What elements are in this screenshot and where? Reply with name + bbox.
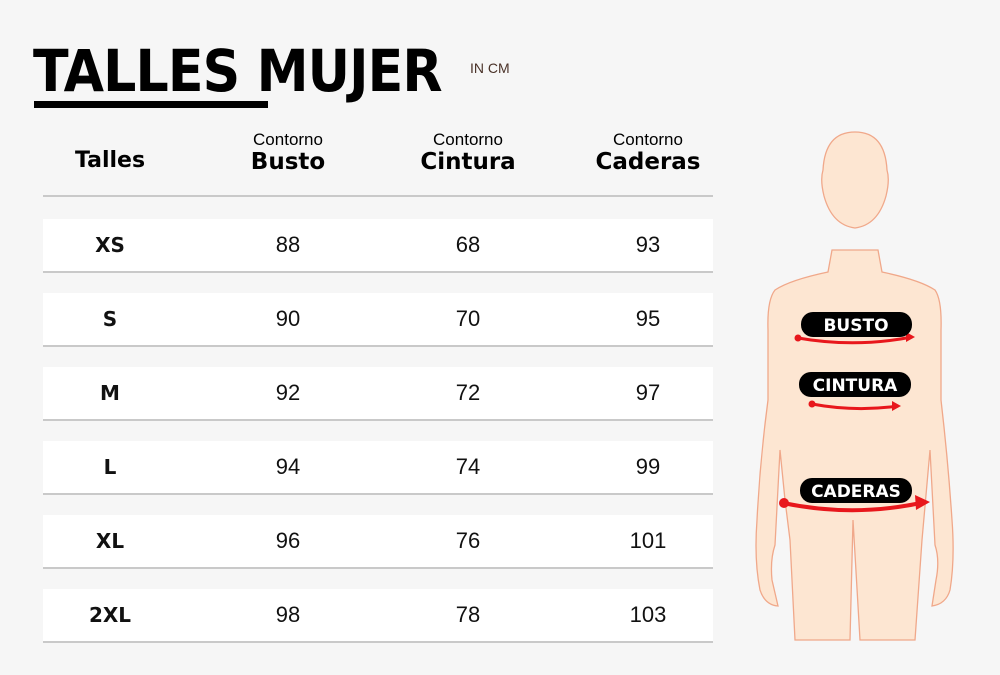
- unit-label: IN CM: [470, 60, 510, 76]
- cell-waist: 78: [455, 602, 481, 627]
- table-row: M 92 72 97: [43, 367, 713, 421]
- header-hips-small: Contorno: [613, 130, 683, 149]
- waist-label-bg: [799, 372, 911, 397]
- cell-bust: 98: [275, 602, 301, 627]
- header-bust-small: Contorno: [253, 130, 323, 149]
- header-bust: Contorno Busto: [198, 130, 378, 176]
- header-bust-big: Busto: [250, 149, 326, 175]
- header-hips: Contorno Caderas: [558, 130, 738, 176]
- cell-size: L: [103, 455, 117, 479]
- hips-arrow-start: [779, 498, 789, 508]
- cell-hips: 103: [629, 602, 667, 627]
- header-waist-small: Contorno: [433, 130, 503, 149]
- header-divider: [43, 195, 713, 197]
- cell-hips: 99: [635, 454, 661, 479]
- cell-waist: 76: [455, 528, 481, 553]
- cell-bust: 92: [275, 380, 301, 405]
- hips-label-bg: [800, 478, 912, 503]
- cell-bust: 96: [275, 528, 301, 553]
- header-waist: Contorno Cintura: [378, 130, 558, 176]
- cell-size: M: [100, 381, 120, 405]
- cell-size: XL: [95, 529, 125, 553]
- cell-hips: 101: [629, 528, 667, 553]
- hips-label: CADERAS: [811, 482, 901, 502]
- hips-arrow-head: [915, 495, 930, 510]
- title-underline: [34, 101, 268, 108]
- cell-waist: 74: [455, 454, 481, 479]
- table-row: L 94 74 99: [43, 441, 713, 495]
- waist-arrow-head: [892, 401, 901, 411]
- waist-arrow-start: [808, 400, 816, 408]
- waist-label: CINTURA: [813, 376, 899, 396]
- header-size: Talles: [74, 148, 146, 173]
- header-waist-big: Cintura: [420, 149, 516, 175]
- cell-hips: 95: [635, 306, 661, 331]
- header-hips-big: Caderas: [595, 149, 701, 175]
- cell-size: S: [102, 307, 118, 331]
- cell-bust: 88: [275, 232, 301, 257]
- table-row: XL 96 76 101: [43, 515, 713, 569]
- cell-waist: 68: [455, 232, 481, 257]
- table-row: 2XL 98 78 103: [43, 589, 713, 643]
- cell-hips: 97: [635, 380, 661, 405]
- bust-arrow-start: [794, 334, 802, 342]
- cell-waist: 72: [455, 380, 481, 405]
- bust-label-bg: [801, 312, 912, 337]
- table-row: XS 88 68 93: [43, 219, 713, 273]
- table-row: S 90 70 95: [43, 293, 713, 347]
- body-silhouette: [755, 131, 954, 641]
- bust-label: BUSTO: [823, 316, 888, 336]
- cell-bust: 90: [275, 306, 301, 331]
- bust-arrow-head: [906, 332, 915, 342]
- cell-bust: 94: [275, 454, 301, 479]
- cell-size: XS: [95, 233, 125, 257]
- measure-arrows: [782, 335, 926, 513]
- page-title: TALLES MUJER: [33, 37, 443, 105]
- cell-waist: 70: [455, 306, 481, 331]
- cell-hips: 93: [635, 232, 661, 257]
- cell-size: 2XL: [88, 603, 132, 627]
